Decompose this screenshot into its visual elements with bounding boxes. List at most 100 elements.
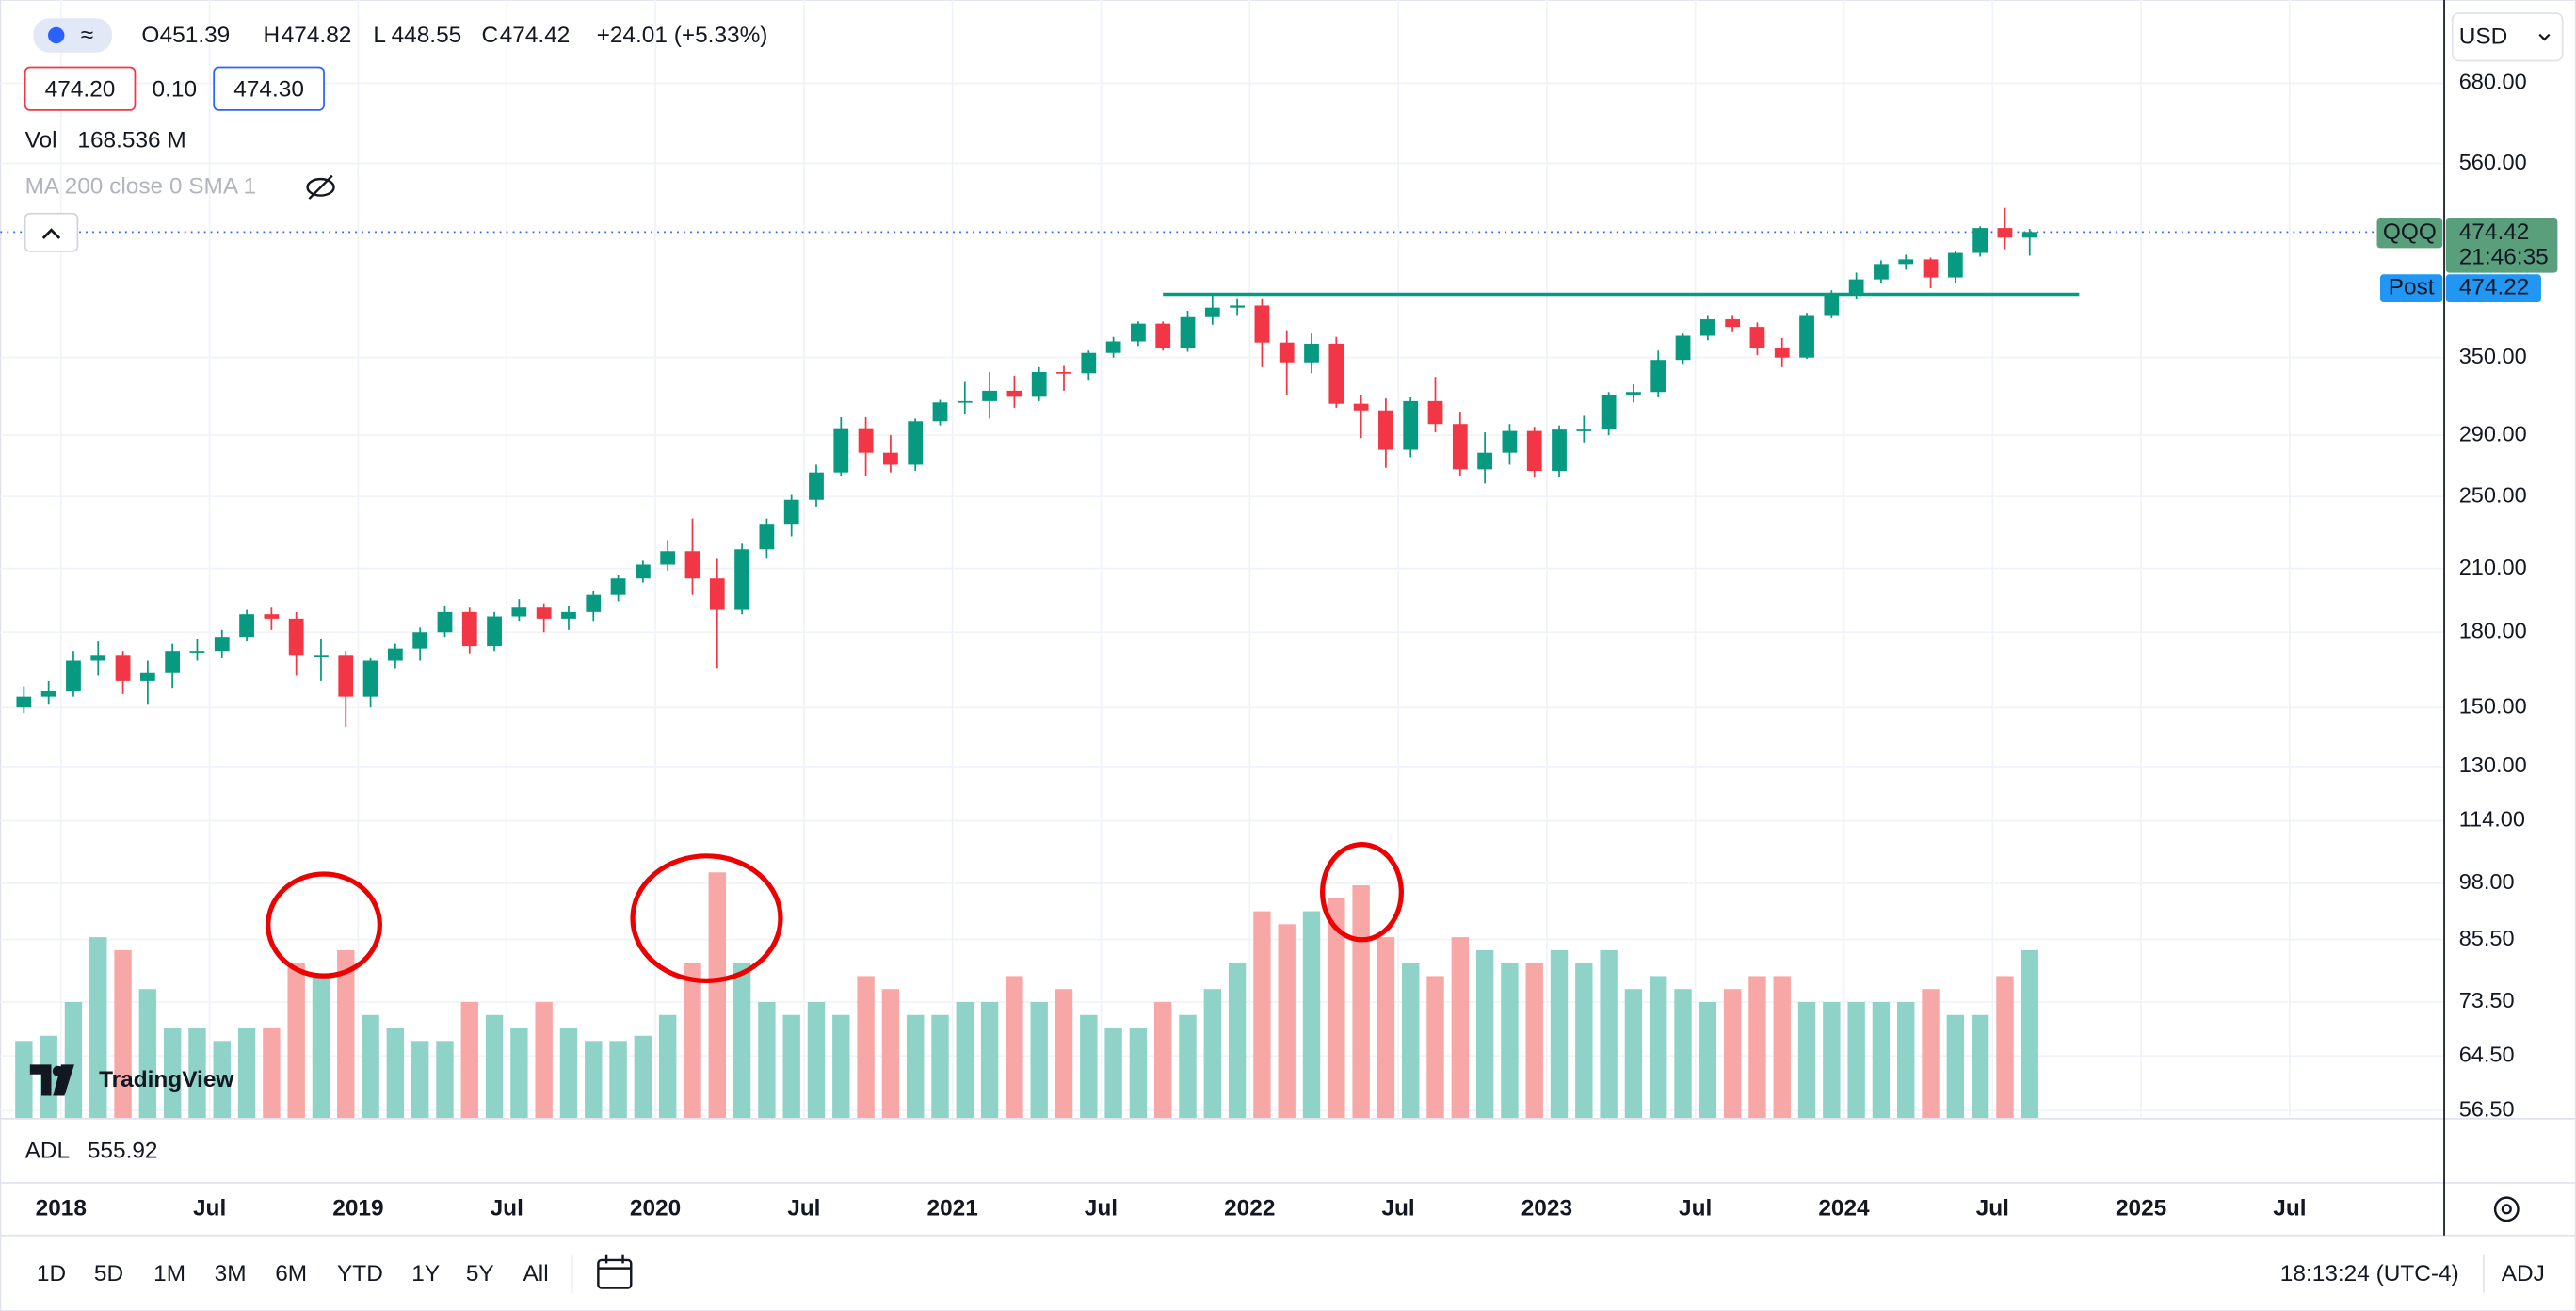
volume-bar	[1278, 924, 1296, 1119]
collapse-button[interactable]	[24, 212, 79, 252]
y-tick-label: 150.00	[2459, 693, 2527, 718]
candle-body	[1328, 343, 1344, 404]
candle-body	[1477, 452, 1493, 470]
volume-bar	[287, 963, 305, 1119]
candle-body	[1947, 252, 1963, 278]
range-button[interactable]: 5Y	[466, 1261, 494, 1287]
range-button[interactable]: 1Y	[411, 1261, 440, 1287]
candle-body	[932, 402, 948, 422]
candle-body	[1650, 360, 1666, 393]
volume-bar	[263, 1028, 281, 1119]
candle-body	[1824, 293, 1840, 316]
volume-bar	[1797, 1001, 1816, 1119]
volume-bar	[535, 1001, 553, 1119]
volume-bar	[1550, 949, 1569, 1119]
symbol-pill[interactable]	[33, 18, 113, 53]
candle-body	[1427, 400, 1443, 425]
volume-pane	[15, 872, 2038, 1119]
x-tick-label: Jul	[1381, 1195, 1414, 1221]
candle-body	[66, 660, 81, 691]
range-button[interactable]: YTD	[337, 1261, 383, 1287]
ask-box[interactable]	[213, 66, 325, 111]
candle-body	[314, 656, 329, 658]
ohlc-value: 474.82	[282, 23, 352, 48]
x-tick-label: 2018	[36, 1195, 87, 1221]
candle-body	[461, 611, 477, 647]
volume-bar	[362, 1014, 379, 1119]
y-tick-label: 560.00	[2459, 150, 2527, 174]
range-button[interactable]: 1M	[153, 1261, 185, 1287]
adj-button[interactable]: ADJ	[2502, 1261, 2545, 1287]
x-tick-label: 2024	[1818, 1195, 1870, 1221]
x-tick-label: Jul	[787, 1195, 820, 1221]
range-button[interactable]: 6M	[275, 1261, 307, 1287]
volume-bar	[1328, 898, 1345, 1119]
candle-body	[660, 551, 676, 565]
candle-body	[1378, 410, 1393, 450]
candle-body	[1155, 323, 1171, 348]
volume-bar	[1377, 937, 1395, 1119]
candle-body	[387, 648, 403, 661]
x-tick-label: Jul	[1976, 1195, 2009, 1221]
adl-label: ADL	[25, 1138, 70, 1163]
ohlc-key: L	[373, 23, 386, 48]
volume-bar	[1823, 1001, 1841, 1119]
volume-bar	[1203, 989, 1222, 1119]
candle-body	[139, 672, 155, 681]
settings-icon[interactable]	[2493, 1196, 2520, 1222]
candle-body	[214, 637, 230, 652]
volume-bar	[1055, 989, 1073, 1119]
volume-bar	[89, 937, 107, 1119]
volume-bar	[1847, 1001, 1865, 1119]
volume-bar	[1030, 1001, 1048, 1119]
volume-bar	[1179, 1014, 1197, 1119]
candle-body	[1353, 403, 1369, 411]
icon	[2538, 33, 2551, 41]
volume-bar	[138, 989, 157, 1119]
x-tick-label: 2019	[332, 1195, 383, 1221]
volume-bar	[980, 1001, 999, 1119]
y-tick-label: 250.00	[2459, 482, 2527, 507]
y-tick-label: 73.50	[2459, 988, 2515, 1012]
post-label: Post	[2389, 275, 2435, 300]
candle-body	[809, 472, 824, 500]
change: +24.01 (+5.33%)	[597, 23, 768, 48]
range-button[interactable]: 1D	[37, 1261, 66, 1287]
volume-bar	[1104, 1028, 1122, 1119]
candle-body	[684, 551, 700, 579]
candle-body	[635, 564, 651, 579]
volume-bar	[1773, 976, 1791, 1119]
candle-body	[1725, 319, 1741, 328]
volume-bar	[213, 1041, 231, 1119]
candle-body	[783, 499, 799, 525]
candle-body	[1304, 343, 1319, 363]
volume-bar	[1872, 1001, 1891, 1119]
range-button[interactable]: All	[523, 1261, 549, 1287]
bid-box[interactable]	[24, 66, 137, 111]
price-tag	[2445, 218, 2558, 273]
candle-body	[1254, 305, 1270, 343]
candle-body	[1180, 316, 1196, 348]
candle-body	[1675, 335, 1691, 361]
currency-select[interactable]	[2451, 12, 2564, 62]
volume-bar	[956, 1001, 974, 1119]
volume-bar	[708, 872, 726, 1119]
volume-bar	[931, 1014, 949, 1119]
volume-bar	[1897, 1001, 1915, 1119]
hide-icon[interactable]	[306, 174, 335, 200]
candle-body	[1031, 371, 1047, 397]
candle-body	[833, 428, 849, 473]
volume-bar	[510, 1028, 528, 1119]
volume-bar	[1971, 1014, 1989, 1119]
ohlc-legend: O 451.39 H 474.82 L 448.55 C 474.42	[141, 23, 570, 48]
annotation-circle	[266, 871, 382, 979]
volume-bar	[906, 1014, 925, 1119]
candle-body	[982, 390, 997, 401]
volume-bar	[1575, 963, 1593, 1119]
range-button[interactable]: 3M	[215, 1261, 247, 1287]
ohlc-value: 448.55	[392, 23, 462, 48]
candle-body	[288, 618, 304, 656]
calendar-button[interactable]	[597, 1254, 633, 1289]
x-tick-label: 2022	[1224, 1195, 1275, 1221]
range-button[interactable]: 5D	[94, 1261, 123, 1287]
